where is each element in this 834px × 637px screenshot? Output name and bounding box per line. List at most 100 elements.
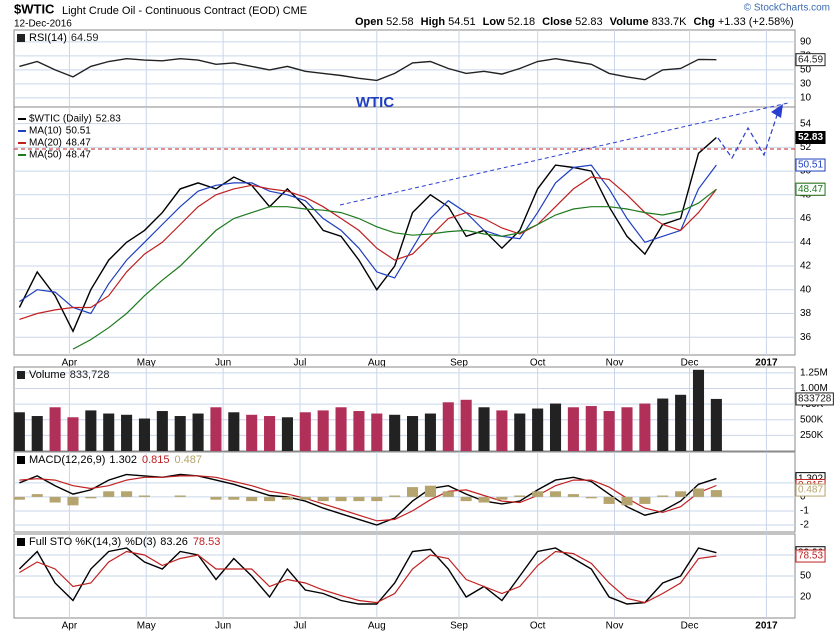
bar bbox=[31, 494, 43, 497]
bar bbox=[210, 407, 222, 451]
bar bbox=[639, 496, 651, 504]
bar bbox=[442, 491, 454, 497]
bar bbox=[317, 496, 329, 502]
bar bbox=[389, 495, 401, 497]
bar bbox=[299, 496, 311, 500]
x-tick-label: Sep bbox=[450, 358, 468, 369]
date: 12-Dec-2016 bbox=[14, 19, 72, 30]
y-tick-label: -2 bbox=[800, 520, 809, 531]
quote-label: Chg bbox=[693, 16, 714, 28]
x-tick-label: Jun bbox=[215, 621, 231, 632]
y-tick-label: 54 bbox=[800, 118, 812, 129]
bar bbox=[121, 414, 133, 451]
projection-path bbox=[717, 111, 779, 160]
legend-value: 48.47 bbox=[66, 138, 91, 149]
series-line bbox=[18, 547, 717, 605]
bar bbox=[281, 417, 293, 451]
watermark: © StockCharts.com bbox=[744, 3, 830, 14]
legend-value: 1.302 bbox=[109, 454, 137, 466]
last-value-label: 64.59 bbox=[798, 54, 823, 65]
y-tick-label: 1.25M bbox=[800, 368, 828, 379]
bar bbox=[424, 413, 436, 451]
quote-label: Low bbox=[483, 16, 505, 28]
x-tick-label: Jul bbox=[294, 621, 307, 632]
bar bbox=[156, 411, 168, 451]
bar bbox=[13, 412, 25, 451]
bar bbox=[585, 496, 597, 499]
series-line bbox=[72, 188, 717, 350]
quote-value: 54.51 bbox=[448, 16, 476, 28]
quote-label: High bbox=[421, 16, 446, 28]
series-line bbox=[18, 136, 717, 333]
last-value-box bbox=[795, 53, 826, 67]
x-tick-label: Dec bbox=[681, 621, 699, 632]
bar bbox=[585, 406, 597, 451]
legend-value: 833,728 bbox=[70, 369, 110, 381]
bar bbox=[335, 407, 347, 451]
last-value-box bbox=[795, 130, 826, 144]
bar bbox=[85, 410, 97, 451]
bar bbox=[424, 485, 436, 497]
y-tick-label: 50 bbox=[800, 571, 812, 582]
bar bbox=[657, 495, 669, 497]
y-tick-label: 36 bbox=[800, 332, 812, 343]
bar bbox=[603, 496, 615, 504]
legend-value: 50.51 bbox=[66, 126, 91, 137]
bar bbox=[264, 416, 276, 451]
bar bbox=[49, 407, 61, 451]
bar bbox=[138, 495, 151, 497]
bar bbox=[621, 407, 633, 451]
bar bbox=[478, 496, 490, 503]
legend-value: 52.83 bbox=[96, 114, 121, 125]
bar bbox=[407, 416, 419, 451]
bar bbox=[138, 418, 151, 451]
y-tick-label: 30 bbox=[800, 79, 812, 90]
x-tick-label: Apr bbox=[62, 358, 78, 369]
bar bbox=[103, 491, 115, 497]
bar bbox=[514, 495, 526, 497]
y-tick-label: 0 bbox=[800, 492, 806, 503]
quote-label: Close bbox=[542, 16, 572, 28]
bar bbox=[639, 403, 651, 451]
bar bbox=[532, 408, 544, 451]
last-value-label: 78.53 bbox=[798, 551, 823, 562]
panels: 103050709064.59RSI(14)64.59AprMayJunJulA… bbox=[13, 29, 834, 632]
series-line bbox=[19, 473, 717, 526]
y-tick-label: 52 bbox=[800, 142, 812, 153]
quote-value: 52.18 bbox=[508, 16, 536, 28]
bar bbox=[67, 496, 79, 506]
last-value-label: 1.302 bbox=[798, 473, 823, 484]
bar bbox=[246, 496, 258, 502]
bar bbox=[67, 417, 79, 451]
last-value-label: 48.47 bbox=[798, 184, 823, 195]
x-tick-label: 2017 bbox=[755, 621, 778, 632]
bar bbox=[621, 496, 633, 506]
bar bbox=[192, 413, 204, 451]
bar bbox=[335, 496, 347, 502]
bar bbox=[371, 413, 383, 451]
bar bbox=[371, 496, 383, 502]
legend-name: %D(3) bbox=[125, 536, 156, 548]
y-tick-label: 50 bbox=[800, 65, 812, 76]
legend-swatch bbox=[17, 371, 25, 379]
last-value-box bbox=[795, 182, 826, 196]
quote-value: 833.7K bbox=[652, 16, 688, 28]
y-tick-label: 90 bbox=[800, 37, 812, 48]
bar bbox=[246, 414, 258, 451]
legend-name: MA(20) bbox=[29, 138, 62, 149]
quote-value: 52.83 bbox=[575, 16, 603, 28]
x-tick-label: Jun bbox=[215, 358, 231, 369]
series-line bbox=[19, 176, 717, 320]
bar bbox=[532, 491, 544, 497]
legend-name: MA(50) bbox=[29, 150, 62, 161]
y-tick-label: 250K bbox=[800, 430, 824, 441]
last-value-label: 50.51 bbox=[798, 160, 823, 171]
x-tick-label: Aug bbox=[368, 621, 386, 632]
bar bbox=[85, 496, 97, 499]
legend-value: 64.59 bbox=[71, 32, 99, 44]
projection-arrow bbox=[771, 104, 783, 118]
x-tick-label: Nov bbox=[606, 621, 624, 632]
y-tick-label: 1.00M bbox=[800, 383, 828, 394]
bar bbox=[549, 403, 562, 451]
bar bbox=[692, 369, 705, 451]
